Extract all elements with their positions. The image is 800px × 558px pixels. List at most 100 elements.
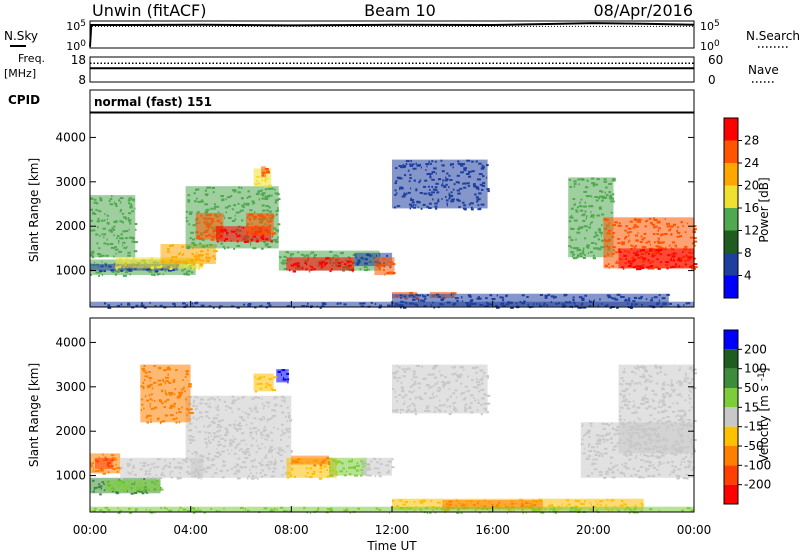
velocity-region-5-speck bbox=[283, 399, 286, 402]
velocity-region-9-speck bbox=[329, 474, 334, 477]
velocity-region-18-speck bbox=[166, 368, 171, 370]
velocity-region-7-speck bbox=[318, 477, 323, 480]
power-region-19-speck bbox=[575, 209, 578, 212]
velocity-region-15-speck bbox=[455, 379, 458, 382]
nsky-right-tick-top: 105 bbox=[700, 19, 720, 33]
velocity-region-5-speck bbox=[280, 454, 283, 457]
velocity-region-6-speck bbox=[200, 460, 203, 463]
power-region-4-speck bbox=[131, 210, 134, 213]
velocity-region-5-speck bbox=[216, 408, 220, 411]
velocity-region-19-speck bbox=[119, 509, 122, 512]
power-region-18-speck bbox=[429, 189, 431, 191]
velocity-region-5-speck bbox=[263, 404, 266, 407]
power-region-21-speck bbox=[634, 254, 637, 256]
velocity-region-15-speck bbox=[438, 404, 443, 407]
velocity-region-15-speck bbox=[467, 375, 469, 378]
velocity-region-19-speck bbox=[577, 509, 581, 512]
velocity-region-15-speck bbox=[414, 407, 417, 410]
velocity-region-17-speck bbox=[633, 389, 637, 392]
power-region-3-speck bbox=[169, 260, 173, 263]
velocity-region-5-speck bbox=[263, 456, 268, 459]
velocity-region-6-speck bbox=[250, 472, 252, 475]
velocity-region-5-speck bbox=[214, 455, 217, 458]
power-region-5-speck bbox=[250, 243, 252, 246]
power-region-4-speck bbox=[128, 228, 130, 231]
velocity-region-17-speck bbox=[662, 402, 665, 405]
velocity-region-5-speck bbox=[264, 446, 266, 449]
power-region-22-speck bbox=[597, 304, 599, 307]
velocity-region-17-speck bbox=[687, 436, 689, 439]
velocity-region-15-speck bbox=[419, 398, 424, 401]
velocity-region-5-speck bbox=[237, 408, 241, 411]
velocity-region-13-speck bbox=[561, 503, 563, 506]
power-region-22-speck bbox=[467, 304, 470, 307]
power-region-1-speck bbox=[160, 268, 164, 271]
power-region-18-speck bbox=[456, 198, 460, 201]
power-region-5-speck bbox=[197, 200, 201, 203]
power-region-22-speck bbox=[107, 304, 111, 307]
power-region-22-speck bbox=[118, 304, 121, 307]
velocity-region-4-speck bbox=[147, 476, 150, 479]
power-region-11-speck bbox=[283, 255, 287, 258]
velocity-region-6-speck bbox=[274, 467, 277, 470]
velocity-region-15-speck bbox=[464, 385, 468, 388]
power-region-5-speck bbox=[263, 241, 266, 244]
velocity-colorbar-frame bbox=[723, 329, 739, 505]
velocity-region-17-speck bbox=[690, 443, 693, 446]
power-region-19-speck bbox=[573, 185, 576, 188]
velocity-region-19-speck bbox=[117, 512, 120, 514]
velocity-region-15-speck bbox=[412, 375, 415, 378]
power-region-4-speck bbox=[93, 201, 95, 204]
velocity-region-4-speck bbox=[146, 464, 150, 467]
power-region-18-speck bbox=[423, 192, 428, 195]
velocity-region-10-speck bbox=[391, 458, 394, 461]
power-region-19-speck bbox=[569, 216, 573, 219]
velocity-region-1-speck bbox=[96, 460, 99, 462]
velocity-region-15-speck bbox=[448, 413, 452, 416]
velocity-region-15-speck bbox=[484, 394, 486, 396]
velocity-region-17-speck bbox=[632, 400, 635, 403]
velocity-region-15-speck bbox=[427, 373, 430, 376]
power-region-5-speck bbox=[224, 206, 229, 209]
power-region-13-speck bbox=[357, 261, 361, 264]
power-region-20-speck bbox=[604, 265, 608, 268]
velocity-region-17-speck bbox=[637, 442, 640, 445]
velocity-region-5-speck bbox=[255, 430, 257, 433]
power-region-22-speck bbox=[343, 303, 347, 306]
velocity-region-16-speck bbox=[591, 472, 594, 475]
velocity-region-17-speck bbox=[631, 370, 635, 373]
velocity-region-15-speck bbox=[453, 408, 456, 411]
power-region-5-speck bbox=[267, 246, 272, 248]
velocity-region-17-speck bbox=[694, 420, 697, 422]
velocity-region-19-speck bbox=[573, 507, 578, 510]
velocity-region-17-speck bbox=[652, 399, 655, 402]
power-region-4-speck bbox=[93, 201, 98, 204]
power-region-4-speck bbox=[129, 206, 131, 209]
power-region-4-speck bbox=[97, 209, 99, 212]
velocity-region-17-speck bbox=[662, 417, 665, 419]
velocity-region-16-speck bbox=[671, 464, 674, 467]
velocity-region-10-speck bbox=[373, 457, 377, 460]
velocity-region-16-speck bbox=[586, 474, 589, 477]
velocity-region-15-speck bbox=[434, 406, 438, 409]
velocity-region-15-speck bbox=[433, 410, 436, 413]
velocity-region-17-speck bbox=[657, 411, 661, 414]
velocity-region-17-speck bbox=[691, 446, 695, 449]
power-region-14-speck bbox=[391, 263, 396, 266]
power-region-2-speck bbox=[119, 258, 122, 261]
velocity-region-15-speck bbox=[432, 367, 436, 370]
velocity-region-17-speck bbox=[634, 411, 638, 414]
power-region-17-speck bbox=[612, 297, 617, 300]
velocity-region-6-speck bbox=[206, 466, 210, 469]
power-region-22-speck bbox=[496, 306, 500, 309]
velocity-region-3-speck bbox=[118, 486, 120, 489]
power-ytick-label: 3000 bbox=[55, 175, 86, 189]
velocity-region-15-speck bbox=[462, 398, 466, 401]
velocity-region-17-speck bbox=[679, 433, 681, 436]
velocity-region-16-speck bbox=[610, 456, 614, 459]
velocity-region-6-speck bbox=[226, 469, 229, 472]
velocity-region-17-speck bbox=[653, 418, 656, 421]
velocity-region-5-speck bbox=[261, 397, 263, 400]
velocity-region-13-speck bbox=[595, 500, 597, 503]
power-region-6-speck bbox=[209, 213, 212, 216]
